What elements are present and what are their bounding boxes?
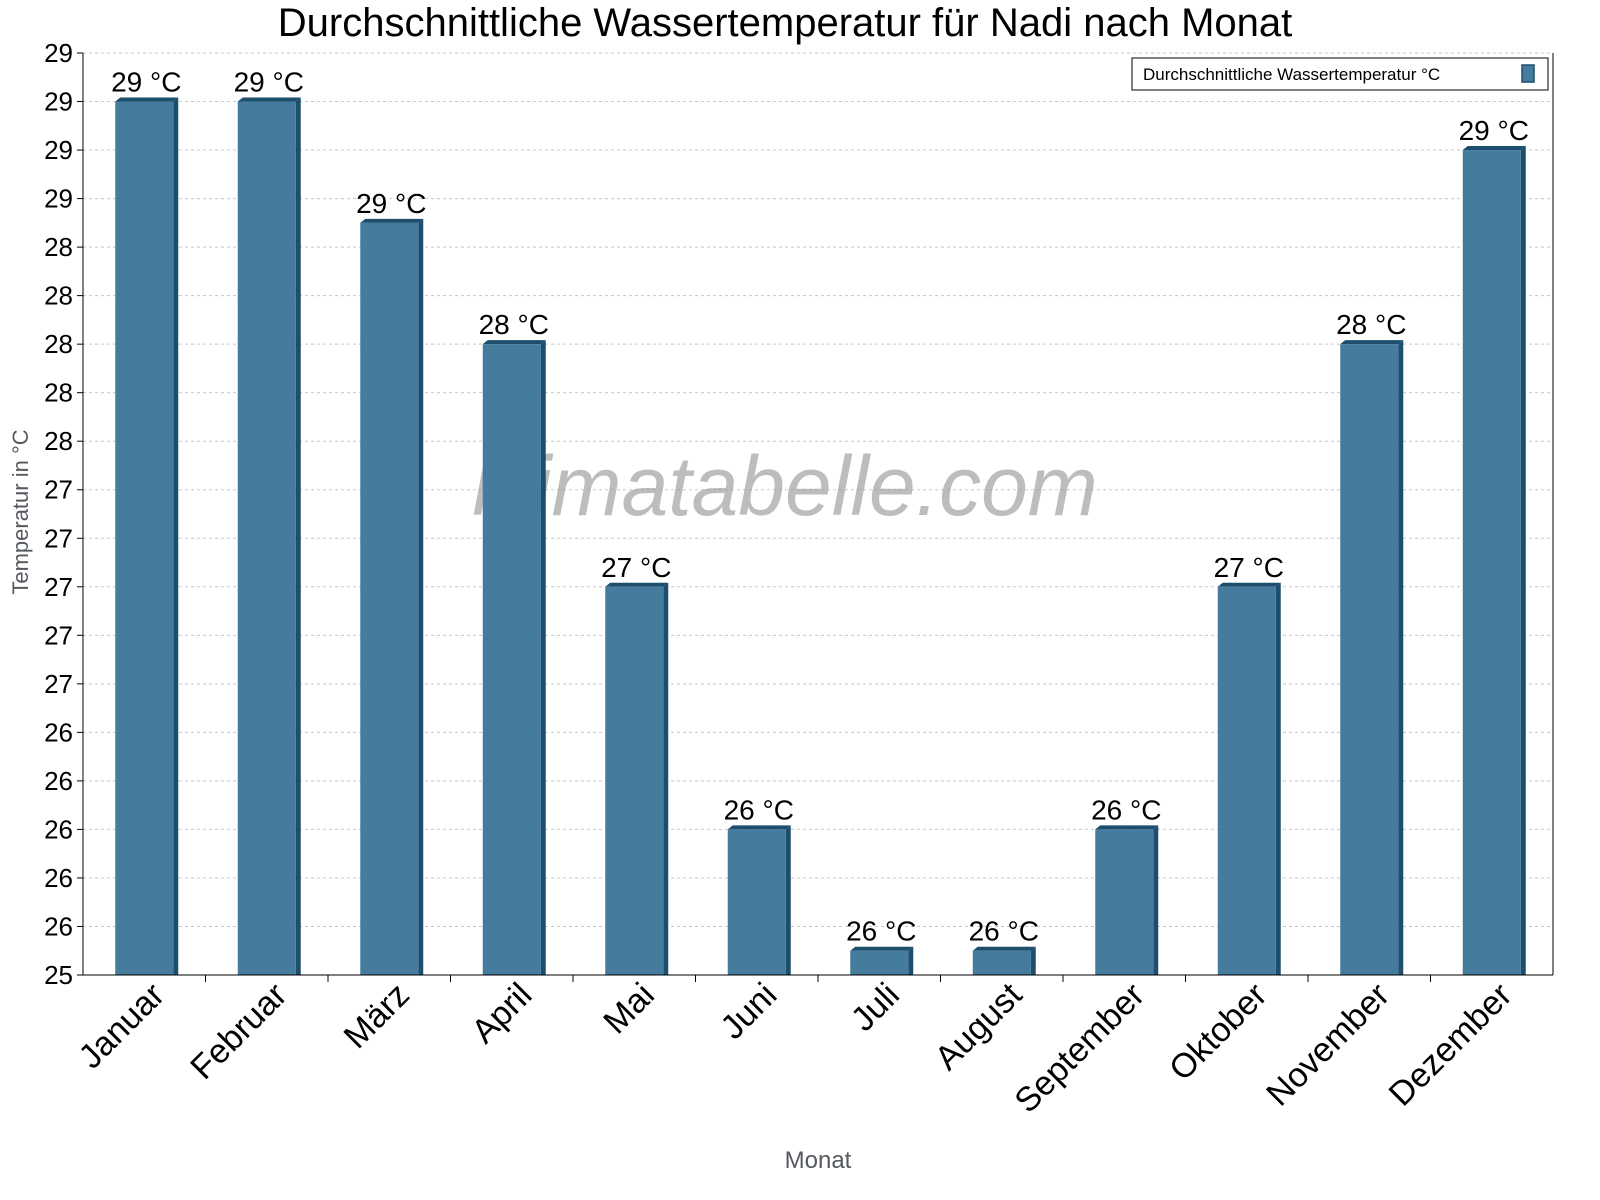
y-tick-label: 27 — [44, 669, 73, 699]
bar-side — [295, 97, 301, 976]
y-tick-label: 26 — [44, 717, 73, 747]
y-tick-label: 28 — [44, 232, 73, 262]
y-tick-label: 27 — [44, 620, 73, 650]
y-tick-label: 28 — [44, 426, 73, 456]
bar-top — [972, 946, 1036, 951]
bar-side — [1275, 582, 1281, 975]
data-label: 29 °C — [234, 67, 304, 98]
x-tick-label: März — [337, 976, 417, 1056]
x-axis-label: Monat — [785, 1147, 852, 1174]
x-tick-label: Januar — [72, 976, 172, 1076]
data-label: 27 °C — [601, 552, 671, 583]
bar-side — [173, 97, 179, 976]
bar-side — [1030, 946, 1036, 975]
bar-top — [850, 946, 914, 951]
y-tick-label: 28 — [44, 329, 73, 359]
legend: Durchschnittliche Wassertemperatur °C — [1131, 57, 1549, 91]
bar-side — [908, 946, 914, 975]
bar — [605, 586, 664, 975]
bar-top — [1217, 582, 1281, 587]
x-tick-label: April — [464, 976, 539, 1051]
bar — [1095, 829, 1154, 975]
bar — [727, 829, 786, 975]
x-tick-label: Oktober — [1162, 976, 1274, 1088]
x-tick-label: Juli — [844, 976, 907, 1039]
bar — [972, 950, 1031, 975]
bar-top — [482, 340, 546, 345]
data-label: 26 °C — [724, 794, 794, 825]
y-tick-label: 29 — [44, 135, 73, 165]
bar-side — [1520, 146, 1526, 976]
y-tick-label: 26 — [44, 863, 73, 893]
legend-box — [1131, 57, 1549, 91]
y-tick-label: 26 — [44, 814, 73, 844]
bar-side — [785, 825, 791, 975]
y-tick-label: 27 — [44, 572, 73, 602]
x-tick-label: Juni — [713, 976, 784, 1047]
bar-top — [1462, 146, 1526, 151]
y-tick-label: 29 — [44, 87, 73, 117]
bar-side — [540, 340, 546, 975]
x-tick-label: September — [1007, 976, 1151, 1120]
y-tick-label: 26 — [44, 766, 73, 796]
bar-side — [418, 218, 424, 975]
chart-title: Durchschnittliche Wassertemperatur für N… — [278, 1, 1293, 45]
x-tick-label: August — [928, 975, 1030, 1077]
data-label: 27 °C — [1214, 552, 1284, 583]
x-tick-label: November — [1259, 976, 1397, 1114]
bar — [237, 101, 296, 976]
y-tick-label: 26 — [44, 911, 73, 941]
bar — [1217, 586, 1276, 975]
bar — [1340, 344, 1399, 975]
bar — [360, 222, 419, 975]
bar — [850, 950, 909, 975]
x-tick-label: Mai — [596, 976, 662, 1042]
x-tick-label: Februar — [183, 976, 294, 1087]
y-tick-label: 28 — [44, 281, 73, 311]
bar — [115, 101, 174, 976]
bar-top — [727, 825, 791, 830]
data-label: 26 °C — [1091, 794, 1161, 825]
data-label: 28 °C — [1336, 309, 1406, 340]
y-tick-label: 25 — [44, 960, 73, 990]
legend-swatch — [1521, 64, 1535, 83]
data-label: 26 °C — [846, 916, 916, 947]
y-tick-label: 29 — [44, 184, 73, 214]
bar — [482, 344, 541, 975]
legend-label: Durchschnittliche Wassertemperatur °C — [1143, 65, 1440, 84]
y-tick-label: 29 — [44, 38, 73, 68]
data-label: 29 °C — [356, 188, 426, 219]
bar-top — [237, 97, 301, 102]
bar-top — [360, 218, 424, 223]
data-label: 29 °C — [1459, 115, 1529, 146]
y-tick-label: 27 — [44, 475, 73, 505]
x-tick-label: Dezember — [1382, 976, 1520, 1114]
y-tick-label: 28 — [44, 378, 73, 408]
bar-top — [1340, 340, 1404, 345]
bar-top — [115, 97, 179, 102]
bar-side — [1153, 825, 1159, 975]
y-tick-label: 27 — [44, 523, 73, 553]
bar-side — [1398, 340, 1404, 975]
data-label: 26 °C — [969, 916, 1039, 947]
y-axis-label: Temperatur in °C — [8, 429, 33, 594]
bar-top — [1095, 825, 1159, 830]
data-label: 28 °C — [479, 309, 549, 340]
bar-side — [663, 582, 669, 975]
data-label: 29 °C — [111, 67, 181, 98]
watermark: klimatabelle.com — [472, 439, 1098, 533]
bar-top — [605, 582, 669, 587]
bar — [1462, 150, 1521, 976]
